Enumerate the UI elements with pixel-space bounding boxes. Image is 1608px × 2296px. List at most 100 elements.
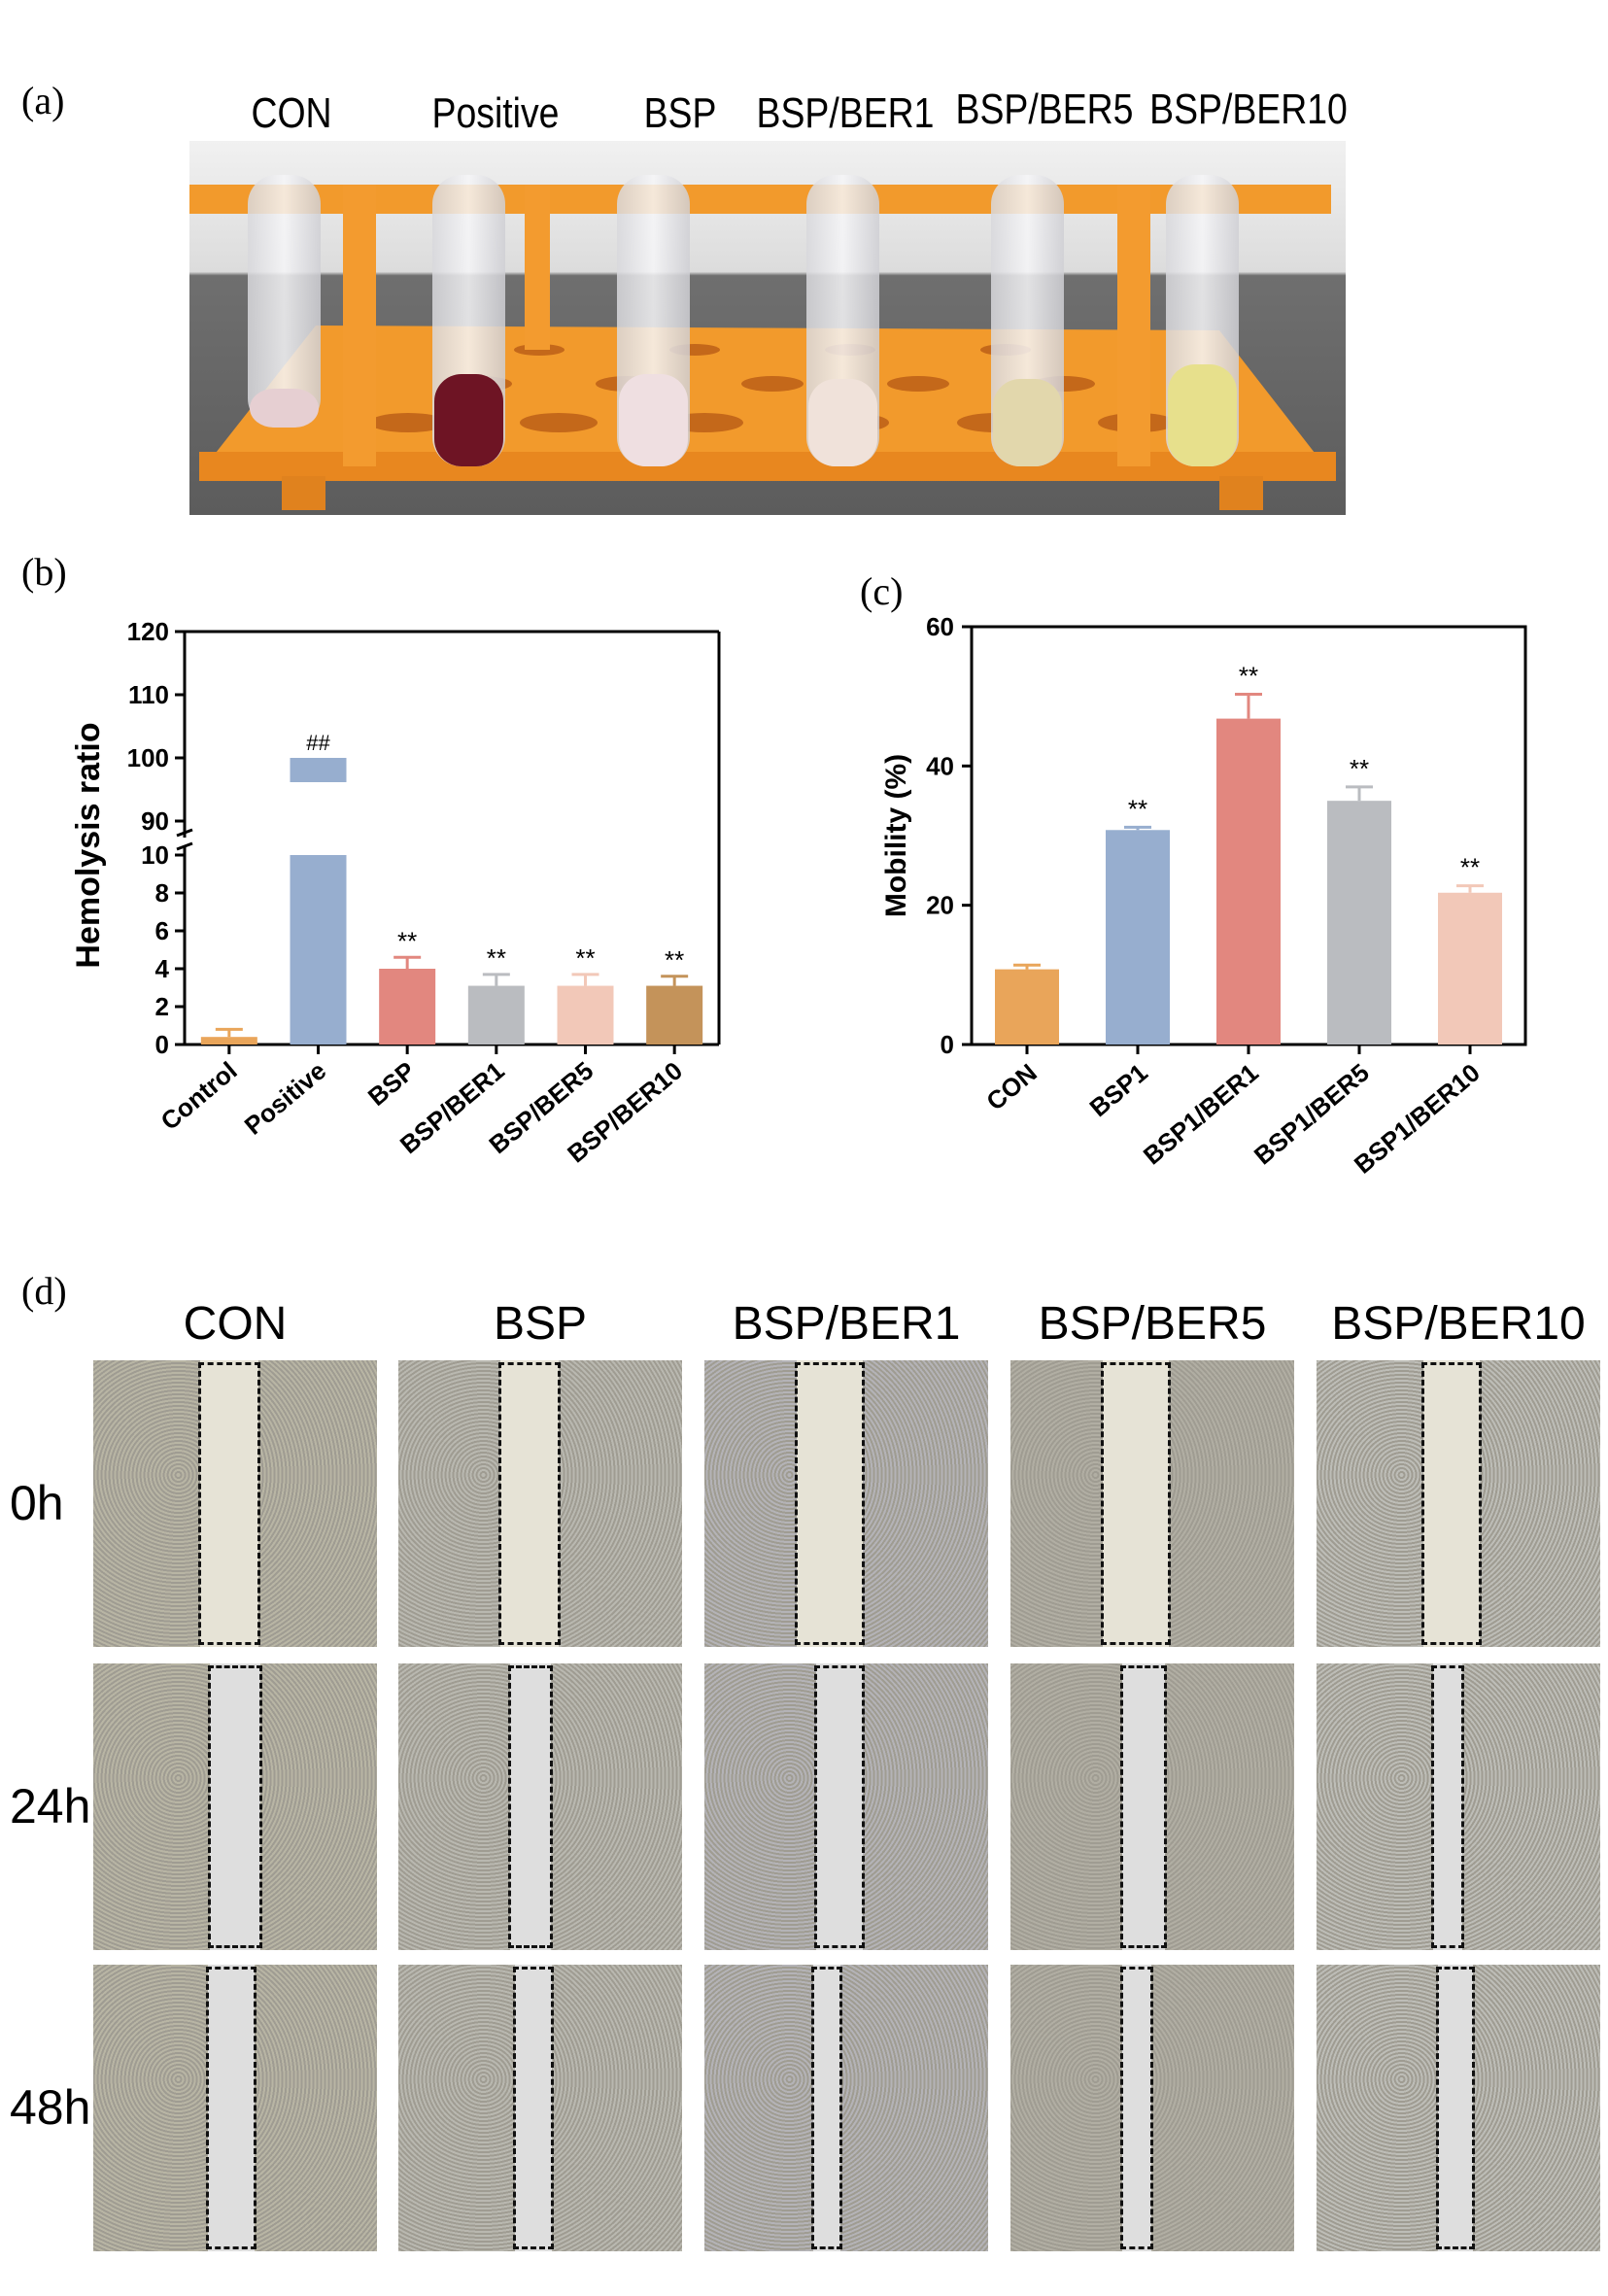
- bar-annotation: **: [1460, 853, 1480, 882]
- scratch-gap: [500, 1360, 559, 1647]
- scratch-gap: [1122, 1965, 1151, 2251]
- scratch-micrograph: [398, 1965, 682, 2251]
- tube-label-bsp-ber1: BSP/BER1: [756, 89, 935, 137]
- bar: [1438, 892, 1502, 1045]
- y-axis-title: Hemolysis ratio: [70, 722, 107, 968]
- tube-label-con: CON: [251, 89, 332, 137]
- y-tick-label: 120: [127, 617, 169, 646]
- scratch-column-label: BSP/BER10: [1331, 1298, 1586, 1350]
- scratch-gap: [797, 1360, 863, 1647]
- scratch-boundary-box: [1120, 1665, 1167, 1948]
- y-tick-label: 2: [155, 992, 169, 1021]
- scratch-micrograph: [93, 1360, 377, 1647]
- scratch-row-label: 0h: [10, 1476, 64, 1530]
- tube-con: [248, 175, 321, 428]
- scratch-micrograph: [1010, 1965, 1294, 2251]
- panel-b-label: (b): [21, 550, 67, 594]
- bar: [1106, 830, 1170, 1045]
- scratch-boundary-box: [811, 1967, 842, 2249]
- tube-label-bsp: BSP: [643, 89, 717, 137]
- bar: [1327, 801, 1391, 1045]
- y-tick-label: 100: [127, 743, 169, 772]
- scratch-micrograph: [398, 1360, 682, 1647]
- panel-a-label: (a): [21, 79, 65, 122]
- bar-upper: [290, 758, 347, 782]
- scratch-boundary-box: [1431, 1665, 1464, 1948]
- y-tick-label: 10: [141, 840, 169, 870]
- scratch-gap: [816, 1663, 863, 1950]
- axis-break-2: [176, 841, 193, 851]
- scratch-gap: [1423, 1360, 1480, 1647]
- bar: [200, 1037, 257, 1045]
- scratch-row-label: 48h: [10, 2080, 91, 2135]
- y-tick-label: 20: [926, 891, 954, 920]
- rack-pillar-right: [1117, 185, 1150, 466]
- bar: [1216, 718, 1281, 1045]
- scratch-boundary-box: [508, 1665, 553, 1948]
- scratch-boundary-box: [513, 1967, 554, 2249]
- rack-foot-left: [282, 476, 325, 510]
- y-tick-label: 0: [155, 1030, 169, 1059]
- bar-annotation: **: [665, 945, 684, 975]
- tube-rack-photo: [189, 141, 1346, 515]
- bar: [646, 985, 703, 1045]
- scratch-column-label: BSP/BER1: [732, 1298, 961, 1350]
- y-tick-label: 60: [926, 612, 954, 641]
- scratch-gap: [200, 1360, 258, 1647]
- tube-bsp-ber1: [806, 175, 879, 466]
- scratch-boundary-box: [1120, 1967, 1153, 2249]
- scratch-micrograph: [1317, 1360, 1600, 1647]
- scratch-micrograph: [93, 1965, 377, 2251]
- scratch-boundary-box: [1436, 1967, 1475, 2249]
- scratch-micrograph: [1010, 1360, 1294, 1647]
- bar-annotation: **: [1239, 662, 1258, 691]
- bar-annotation: **: [487, 943, 506, 973]
- scratch-micrograph: [704, 1663, 988, 1950]
- tube-bsp-ber5: [991, 175, 1064, 466]
- tube-label-bsp-ber10: BSP/BER10: [1149, 86, 1348, 133]
- scratch-gap: [813, 1965, 840, 2251]
- panel-c-label: (c): [860, 569, 904, 613]
- rack-pillar-left: [343, 185, 376, 466]
- bar-annotation: **: [1350, 754, 1369, 783]
- scratch-column-label: BSP: [493, 1298, 588, 1350]
- scratch-gap: [1122, 1663, 1165, 1950]
- scratch-gap: [1438, 1965, 1473, 2251]
- bar-annotation: **: [1128, 794, 1147, 823]
- bar: [557, 985, 614, 1045]
- tube-positive: [432, 175, 505, 466]
- scratch-gap: [1433, 1663, 1462, 1950]
- tube-bsp-ber10: [1166, 175, 1239, 466]
- scratch-boundary-box: [208, 1665, 262, 1948]
- scratch-micrograph: [1010, 1663, 1294, 1950]
- scratch-column-label: BSP/BER5: [1038, 1298, 1267, 1350]
- y-axis-title: Mobility (%): [880, 754, 912, 917]
- scratch-micrograph: [1317, 1965, 1600, 2251]
- y-tick-label: 6: [155, 916, 169, 945]
- scratch-gap: [210, 1663, 260, 1950]
- tube-label-bsp-ber5: BSP/BER5: [955, 86, 1134, 133]
- bar: [467, 985, 525, 1045]
- y-tick-label: 110: [128, 680, 169, 709]
- scratch-boundary-box: [498, 1362, 561, 1645]
- tube-label-positive: Positive: [431, 89, 560, 137]
- bar: [290, 855, 347, 1045]
- scratch-column-label: CON: [183, 1298, 288, 1350]
- axis-break-1: [176, 828, 193, 838]
- scratch-gap: [208, 1965, 255, 2251]
- y-tick-label: 4: [155, 954, 170, 983]
- bar-annotation: **: [575, 943, 595, 973]
- scratch-boundary-box: [198, 1362, 260, 1645]
- scratch-micrograph: [93, 1663, 377, 1950]
- y-tick-label: 8: [155, 878, 169, 908]
- scratch-micrograph: [398, 1663, 682, 1950]
- rack-foot-right: [1219, 476, 1263, 510]
- scratch-boundary-box: [1421, 1362, 1482, 1645]
- scratch-micrograph: [1317, 1663, 1600, 1950]
- bar: [995, 969, 1059, 1045]
- y-tick-label: 40: [926, 751, 954, 780]
- scratch-gap: [510, 1663, 551, 1950]
- y-tick-label: 0: [941, 1030, 954, 1059]
- scratch-boundary-box: [814, 1665, 865, 1948]
